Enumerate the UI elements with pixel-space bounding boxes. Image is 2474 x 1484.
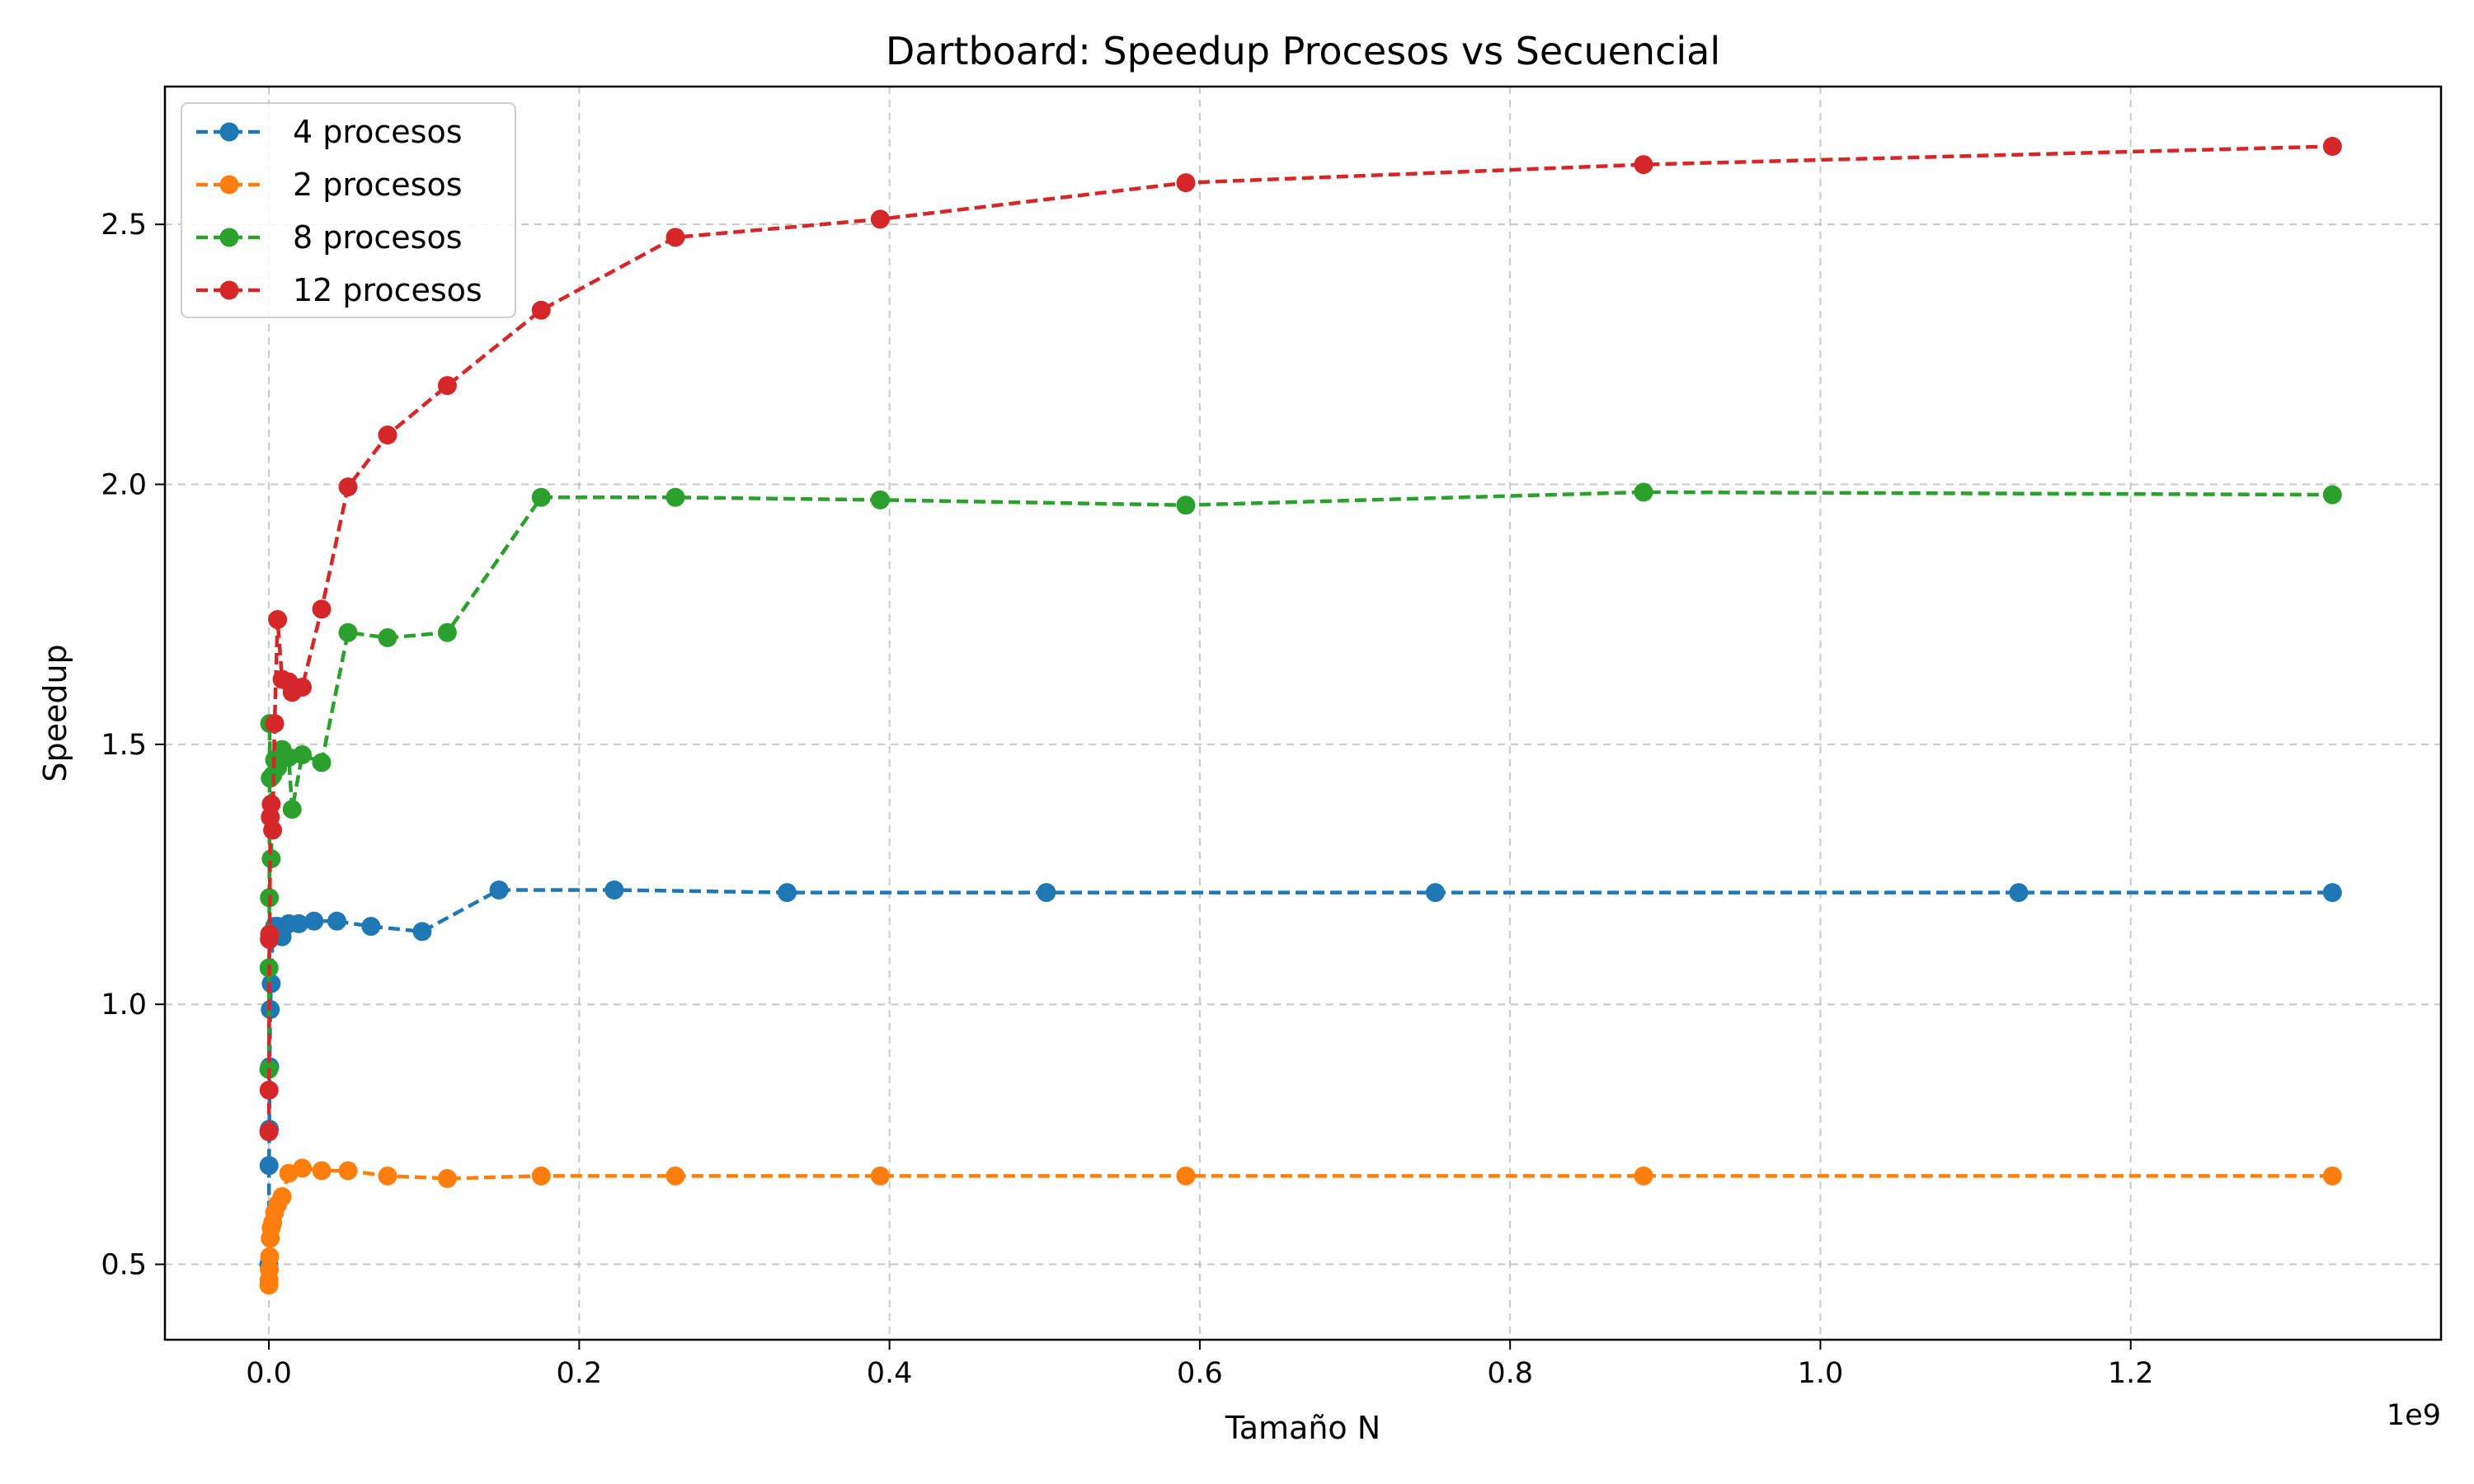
data-point-2-procesos <box>531 1166 551 1186</box>
data-point-8-procesos <box>437 622 457 642</box>
data-point-2-procesos <box>293 1158 313 1178</box>
data-point-12-procesos <box>261 794 281 814</box>
data-point-12-procesos <box>531 300 551 320</box>
x-tick-label: 0.0 <box>246 1357 292 1390</box>
series-8-procesos <box>259 482 2342 1079</box>
x-axis-label: Tamaño N <box>1225 1410 1380 1446</box>
x-axis-offset-label: 1e9 <box>2387 1399 2441 1432</box>
data-point-4-procesos <box>327 911 346 931</box>
data-point-4-procesos <box>777 883 797 903</box>
x-tick-label: 1.0 <box>1798 1357 1844 1390</box>
legend-box <box>181 102 516 318</box>
x-tick-label: 0.4 <box>867 1357 913 1390</box>
data-point-12-procesos <box>1634 155 1653 175</box>
data-point-4-procesos <box>1037 883 1056 903</box>
y-tick-label: 2.5 <box>101 209 147 242</box>
y-tick-label: 2.0 <box>101 468 147 501</box>
data-point-12-procesos <box>378 425 397 445</box>
data-point-4-procesos <box>2322 883 2342 903</box>
data-point-8-procesos <box>2322 485 2342 505</box>
plot-frame <box>163 85 2443 1341</box>
data-point-8-procesos <box>870 490 890 510</box>
y-tick-label: 1.0 <box>101 989 147 1021</box>
data-point-4-procesos <box>412 922 432 942</box>
data-point-8-procesos <box>666 487 685 507</box>
data-point-12-procesos <box>437 376 457 396</box>
data-point-2-procesos <box>437 1168 457 1188</box>
legend-marker-12-procesos <box>219 280 239 300</box>
data-point-2-procesos <box>272 1187 292 1207</box>
data-point-4-procesos <box>489 880 509 899</box>
data-point-4-procesos <box>261 974 281 993</box>
data-point-12-procesos <box>666 228 685 247</box>
data-point-12-procesos <box>268 609 288 629</box>
series-12-procesos <box>259 137 2342 1142</box>
data-point-8-procesos <box>338 622 358 642</box>
data-point-2-procesos <box>260 1247 280 1266</box>
grid <box>165 87 2441 1340</box>
data-point-12-procesos <box>2322 137 2342 157</box>
legend: 4 procesos 2 procesos 8 procesos 12 proceso… <box>181 102 516 318</box>
data-point-12-procesos <box>259 1080 279 1100</box>
series-layer <box>259 137 2342 1295</box>
x-tick-label: 1.2 <box>2108 1357 2154 1390</box>
ticks: 0.0 0.2 0.4 0.6 0.8 1.0 1.2 0.5 1.0 1.5 2.0 2.5 <box>101 209 2153 1390</box>
data-point-12-procesos <box>263 820 283 840</box>
x-tick-label: 0.6 <box>1177 1357 1223 1390</box>
data-point-8-procesos <box>1176 495 1196 515</box>
data-point-8-procesos <box>378 628 397 648</box>
data-point-12-procesos <box>265 714 285 734</box>
data-point-8-procesos <box>282 800 302 819</box>
data-point-4-procesos <box>289 913 308 933</box>
data-point-4-procesos <box>604 880 624 899</box>
data-point-8-procesos <box>312 753 332 773</box>
data-point-4-procesos <box>2009 883 2029 903</box>
data-point-2-procesos <box>1634 1166 1653 1186</box>
x-tick-label: 0.8 <box>1487 1357 1533 1390</box>
data-point-2-procesos <box>666 1166 685 1186</box>
data-point-12-procesos <box>1176 173 1196 193</box>
data-point-4-procesos <box>361 917 381 937</box>
legend-label-12-procesos: 12 procesos <box>293 272 482 308</box>
data-point-12-procesos <box>293 677 313 697</box>
data-point-2-procesos <box>312 1161 332 1181</box>
x-tick-label: 0.2 <box>556 1357 602 1390</box>
legend-marker-2-procesos <box>219 175 239 195</box>
data-point-12-procesos <box>312 599 332 619</box>
data-point-4-procesos <box>304 911 324 931</box>
data-point-12-procesos <box>259 1122 279 1142</box>
legend-marker-4-procesos <box>219 122 239 142</box>
y-tick-label: 1.5 <box>101 729 147 762</box>
chart-title: Dartboard: Speedup Procesos vs Secuencia… <box>886 29 1720 73</box>
data-point-12-procesos <box>870 209 890 229</box>
data-point-8-procesos <box>1634 482 1653 502</box>
data-point-8-procesos <box>531 487 551 507</box>
legend-marker-8-procesos <box>219 228 239 247</box>
data-point-12-procesos <box>260 924 280 944</box>
data-point-12-procesos <box>338 477 358 497</box>
data-point-4-procesos <box>1425 883 1445 903</box>
legend-label-8-procesos: 8 procesos <box>293 219 463 256</box>
data-point-2-procesos <box>870 1166 890 1186</box>
legend-label-2-procesos: 2 procesos <box>293 167 463 203</box>
data-point-2-procesos <box>338 1161 358 1181</box>
data-point-2-procesos <box>1176 1166 1196 1186</box>
y-axis-label: Speedup <box>37 644 73 782</box>
data-point-4-procesos <box>259 1156 279 1176</box>
data-point-2-procesos <box>2322 1166 2342 1186</box>
data-point-2-procesos <box>378 1166 397 1186</box>
data-point-8-procesos <box>261 849 281 869</box>
legend-label-4-procesos: 4 procesos <box>293 114 463 150</box>
series-2-procesos <box>259 1158 2342 1295</box>
y-tick-label: 0.5 <box>101 1249 147 1282</box>
data-point-8-procesos <box>293 744 313 764</box>
